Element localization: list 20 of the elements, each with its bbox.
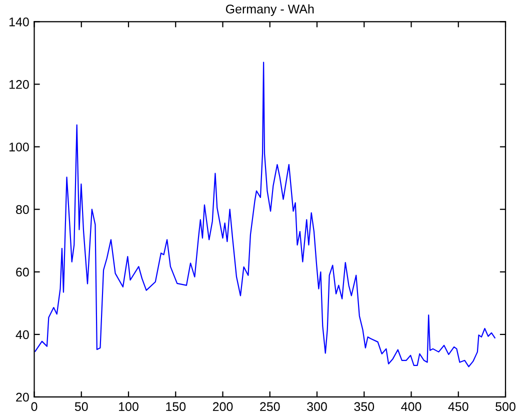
x-tick-label: 200	[212, 402, 233, 412]
y-tick-label: 20	[16, 392, 29, 402]
x-tick-label: 400	[401, 402, 422, 412]
y-tick-label: 40	[16, 330, 29, 340]
x-tick-label: 250	[260, 402, 280, 412]
y-tick-label: 120	[9, 80, 29, 89]
x-tick-label: 300	[307, 402, 327, 412]
y-tick-label: 80	[16, 205, 29, 214]
y-tick-label: 60	[16, 268, 29, 277]
x-tick-label: 100	[119, 402, 138, 412]
x-tick-label: 450	[448, 402, 468, 412]
x-tick-label: 350	[354, 402, 374, 412]
y-tick-label: 100	[9, 142, 29, 152]
line-series	[34, 62, 496, 368]
x-tick-label: 0	[31, 402, 38, 412]
x-tick-label: 150	[166, 402, 186, 412]
chart-title: Germany - WAh	[226, 4, 314, 16]
y-tick-label: 140	[9, 17, 29, 26]
x-tick-label: 500	[496, 402, 516, 412]
x-tick-label: 50	[74, 402, 88, 412]
